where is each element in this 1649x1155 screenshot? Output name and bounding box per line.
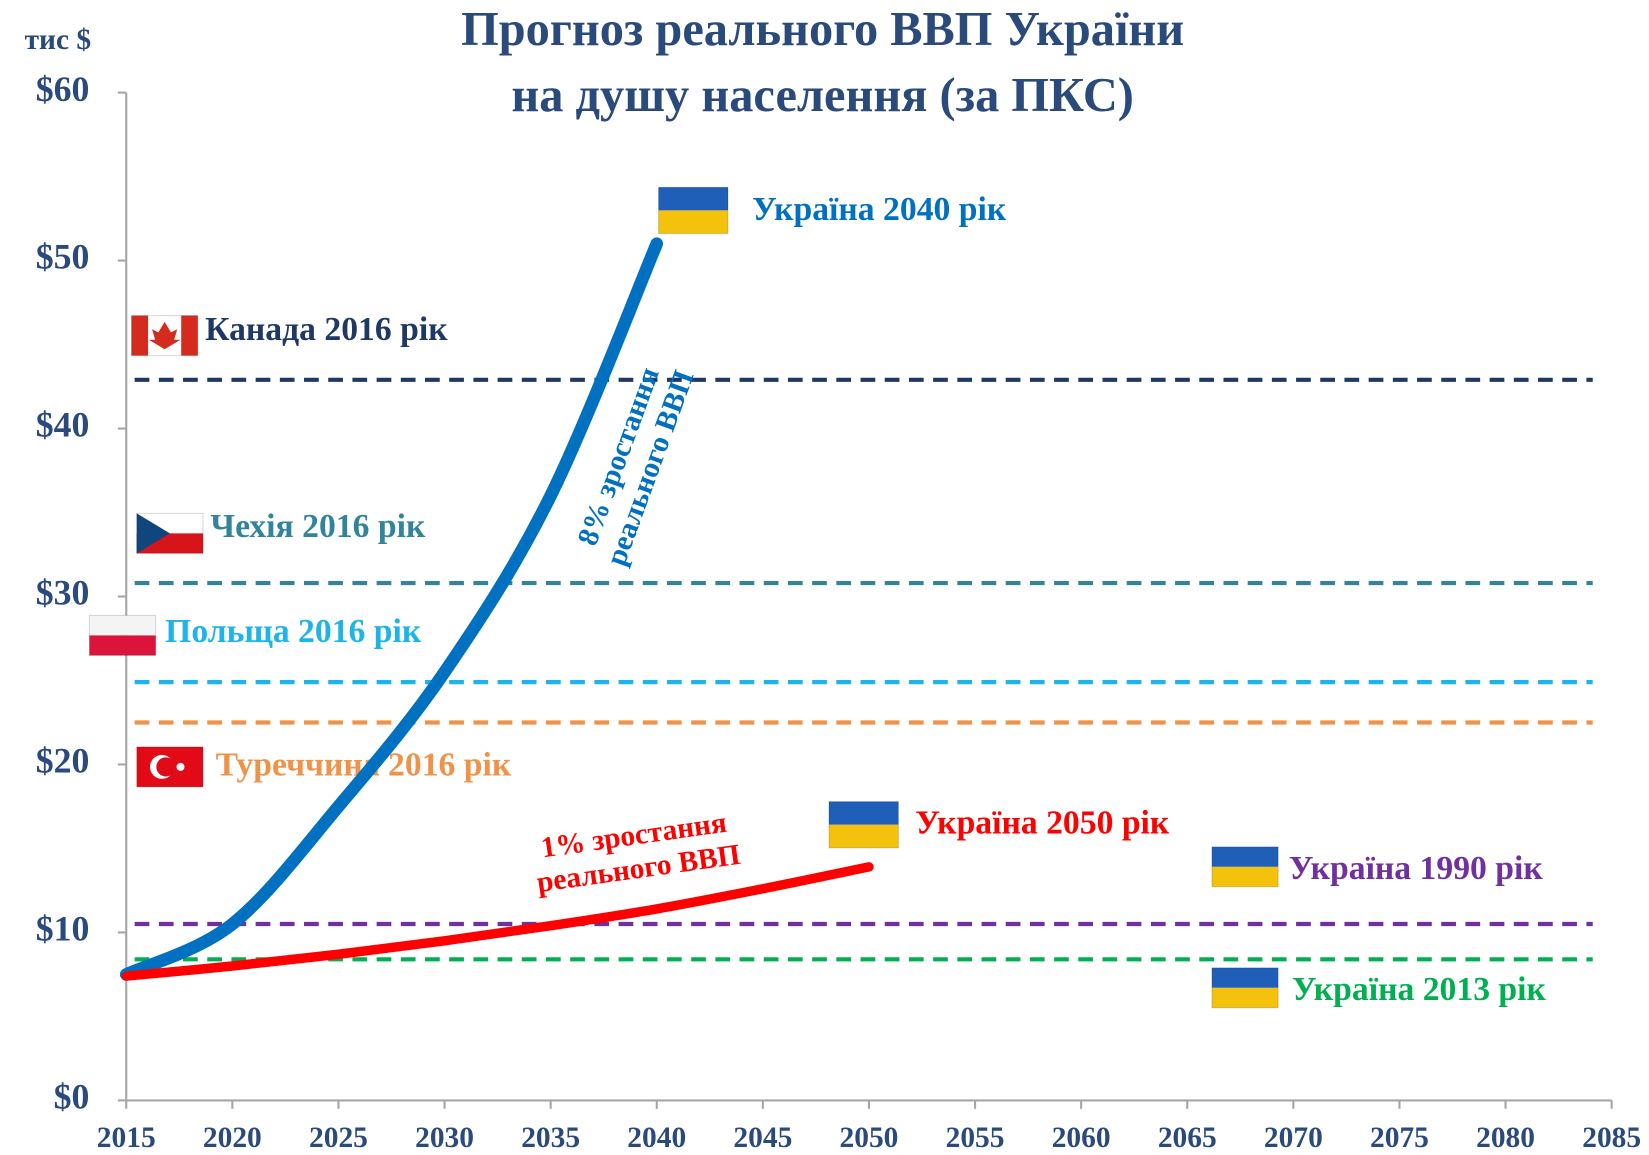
series-label: 1% зростанняреального ВВП	[530, 805, 742, 899]
flag-part	[136, 512, 204, 554]
flag-part	[89, 635, 156, 656]
flag-part	[1211, 846, 1279, 867]
flag	[1211, 846, 1279, 888]
flag	[136, 746, 204, 788]
x-tick-label: 2045	[733, 1122, 792, 1154]
series-end-label: Україна 2040 рік	[752, 191, 1007, 228]
series-line	[121, 862, 874, 981]
flag-part	[828, 824, 899, 848]
flag-part	[131, 315, 149, 356]
series-line	[119, 237, 664, 981]
flag-part	[828, 801, 899, 849]
x-tick-label: 2015	[97, 1122, 156, 1154]
chart-title: Прогноз реального ВВП України	[461, 3, 1184, 56]
flag	[828, 801, 899, 849]
x-tick-label: 2020	[203, 1122, 262, 1154]
y-tick-label: $60	[36, 69, 90, 109]
x-tick-label: 2065	[1158, 1122, 1217, 1154]
flag-part	[136, 746, 204, 788]
y-tick-label: $10	[36, 909, 90, 949]
flag-part	[1211, 846, 1279, 888]
x-tick-label: 2070	[1264, 1122, 1323, 1154]
y-tick-label: $20	[36, 741, 90, 781]
x-tick-label: 2060	[1052, 1122, 1111, 1154]
flag	[130, 315, 199, 357]
series-label: 8% зростанняреального ВВП	[568, 354, 700, 569]
x-tick-label: 2055	[946, 1122, 1005, 1154]
flag-part	[1211, 967, 1279, 988]
flag-part	[89, 615, 156, 636]
flag-part	[130, 315, 199, 357]
y-tick-label: $30	[36, 573, 90, 613]
reference-label: Польща 2016 рік	[165, 613, 422, 650]
flag-part	[181, 315, 198, 356]
flag-part	[1211, 967, 1279, 1009]
flag-part	[156, 757, 176, 777]
reference-label: Канада 2016 рік	[205, 311, 448, 348]
x-tick-label: 2075	[1370, 1122, 1429, 1154]
x-tick-label: 2025	[309, 1122, 368, 1154]
x-tick-label: 2080	[1476, 1122, 1535, 1154]
flag-part	[658, 210, 728, 234]
y-axis-label: тис $	[25, 24, 92, 56]
chart-title: на душу населення (за ПКС)	[511, 69, 1134, 122]
flag-part	[136, 513, 170, 554]
y-tick-label: $0	[54, 1077, 90, 1117]
flag-part	[658, 187, 728, 211]
x-tick-label: 2085	[1582, 1122, 1641, 1154]
flag-part	[658, 186, 729, 235]
x-tick-label: 2035	[521, 1122, 580, 1154]
flag	[88, 614, 157, 656]
reference-label: Україна 2013 рік	[1292, 971, 1547, 1008]
flag-part	[176, 762, 185, 771]
y-tick-label: $50	[36, 237, 90, 277]
flag	[1211, 967, 1279, 1009]
flag	[658, 186, 729, 235]
flag	[136, 512, 204, 554]
flag-part	[1211, 866, 1279, 887]
plot-root: Прогноз реального ВВП України на душу на…	[25, 3, 1642, 1154]
flag-part	[148, 321, 181, 350]
y-tick-label: $40	[36, 405, 90, 445]
flag-part	[1211, 987, 1279, 1008]
flag-part	[828, 801, 899, 825]
reference-label: Чехія 2016 рік	[210, 508, 426, 545]
flag-part	[88, 614, 157, 656]
x-tick-label: 2030	[415, 1122, 474, 1154]
series-end-label: Україна 2050 рік	[915, 805, 1170, 842]
x-tick-label: 2050	[840, 1122, 899, 1154]
x-tick-label: 2040	[627, 1122, 686, 1154]
reference-label: Україна 1990 рік	[1289, 850, 1544, 887]
